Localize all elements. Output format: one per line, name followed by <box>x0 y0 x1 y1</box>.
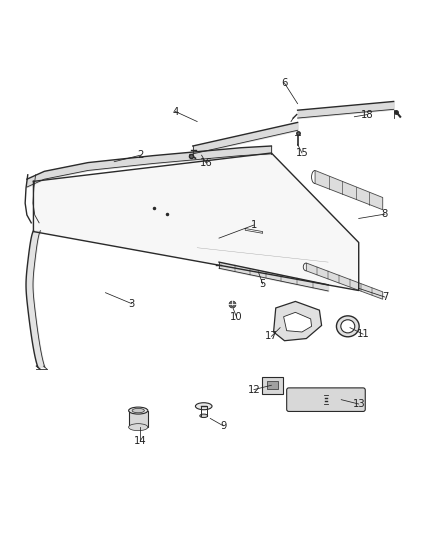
Polygon shape <box>33 153 359 290</box>
FancyBboxPatch shape <box>287 388 365 411</box>
Polygon shape <box>284 312 311 332</box>
FancyBboxPatch shape <box>262 377 283 393</box>
Text: 2: 2 <box>137 150 144 160</box>
Text: 17: 17 <box>265 332 278 341</box>
Text: 12: 12 <box>247 385 260 394</box>
Text: 4: 4 <box>172 107 178 117</box>
Text: 18: 18 <box>361 110 374 119</box>
Text: 8: 8 <box>382 209 388 219</box>
Text: 6: 6 <box>281 78 288 88</box>
Text: 15: 15 <box>296 148 308 158</box>
Text: 7: 7 <box>382 292 388 302</box>
Text: 3: 3 <box>128 298 135 309</box>
Ellipse shape <box>336 316 359 337</box>
Ellipse shape <box>129 424 148 431</box>
Text: 13: 13 <box>353 399 365 409</box>
FancyBboxPatch shape <box>268 381 278 389</box>
Polygon shape <box>274 302 321 341</box>
FancyBboxPatch shape <box>129 410 148 427</box>
Ellipse shape <box>129 407 148 414</box>
Ellipse shape <box>195 403 212 410</box>
Text: 1: 1 <box>251 220 257 230</box>
Text: 14: 14 <box>134 436 147 446</box>
Text: 11: 11 <box>357 329 370 339</box>
Ellipse shape <box>200 414 208 417</box>
Ellipse shape <box>132 408 145 413</box>
Text: 9: 9 <box>220 421 226 431</box>
Text: 16: 16 <box>200 158 212 167</box>
Polygon shape <box>315 171 383 210</box>
Text: 5: 5 <box>259 279 266 289</box>
Polygon shape <box>306 263 383 299</box>
Text: 10: 10 <box>230 312 243 322</box>
Ellipse shape <box>341 320 355 333</box>
